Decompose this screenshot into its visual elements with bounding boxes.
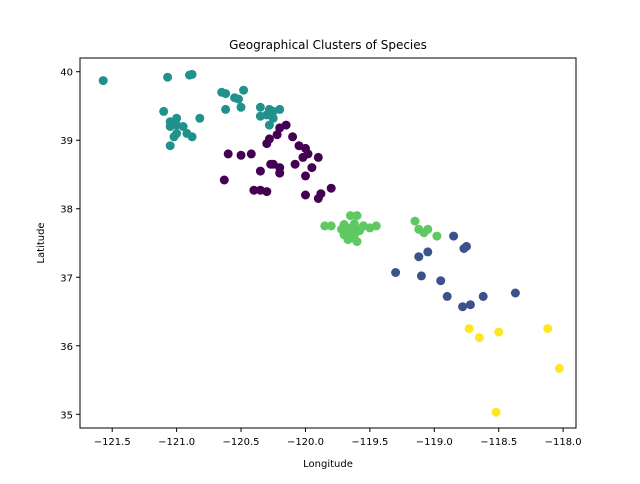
data-point — [365, 223, 375, 233]
data-point — [432, 231, 442, 241]
data-point — [474, 333, 484, 343]
data-point — [165, 122, 175, 131]
data-point — [346, 211, 355, 221]
data-point — [543, 324, 553, 334]
y-tick-label: 40 — [60, 68, 73, 79]
data-point — [419, 228, 429, 238]
x-tick-label: −119.5 — [351, 437, 388, 448]
x-tick-label: −118.5 — [480, 437, 517, 448]
y-axis-label: Latitude — [36, 222, 47, 263]
data-point — [246, 149, 256, 159]
y-tick-label: 37 — [60, 273, 73, 284]
data-point — [236, 102, 246, 112]
data-point — [255, 102, 265, 112]
data-point — [465, 300, 475, 310]
data-point — [478, 291, 488, 301]
data-point — [510, 288, 520, 298]
data-point — [416, 271, 426, 281]
data-point — [223, 149, 233, 159]
data-point — [414, 252, 424, 262]
data-point — [352, 211, 362, 221]
x-tick-label: −119.0 — [416, 437, 453, 448]
y-axis: 35 36 37 38 39 40 — [60, 68, 80, 421]
data-point — [301, 171, 310, 181]
data-point — [195, 113, 205, 123]
data-point — [449, 231, 459, 241]
data-point — [355, 226, 365, 236]
data-point — [221, 89, 231, 99]
data-point — [165, 141, 175, 151]
y-tick-label: 36 — [60, 342, 73, 353]
data-point — [255, 166, 265, 176]
data-point — [239, 85, 249, 95]
data-point — [410, 216, 420, 226]
data-point — [236, 150, 246, 160]
data-point — [391, 268, 401, 277]
data-point — [301, 190, 310, 200]
data-point — [313, 194, 323, 203]
data-point — [307, 163, 317, 173]
data-point — [255, 111, 265, 121]
data-point — [459, 244, 469, 253]
data-point — [298, 152, 308, 162]
data-point — [352, 237, 362, 247]
data-point — [219, 175, 229, 185]
data-point — [221, 104, 231, 114]
y-tick-label: 35 — [60, 410, 73, 421]
data-point — [249, 185, 259, 195]
x-tick-label: −118.0 — [545, 437, 582, 448]
data-point — [234, 94, 243, 104]
data-point — [264, 120, 274, 130]
x-tick-label: −121.0 — [158, 437, 195, 448]
x-tick-label: −121.5 — [94, 437, 131, 448]
data-point — [313, 152, 323, 162]
data-point — [423, 247, 433, 257]
plot-area — [80, 58, 576, 428]
data-point — [494, 327, 504, 337]
data-point — [169, 132, 179, 142]
points-layer — [98, 69, 564, 417]
data-point — [159, 106, 169, 116]
chart-title: Geographical Clusters of Species — [229, 38, 427, 52]
data-point — [268, 159, 278, 169]
data-point — [554, 363, 564, 373]
x-axis: −121.5 −121.0 −120.5 −120.0 −119.5 −119.0 −118… — [94, 428, 582, 448]
data-point — [275, 168, 285, 178]
data-point — [491, 407, 501, 417]
data-point — [320, 221, 330, 231]
x-axis-label: Longitude — [303, 459, 353, 470]
data-point — [178, 122, 188, 131]
data-point — [98, 76, 108, 86]
y-tick-label: 39 — [60, 136, 73, 147]
data-point — [343, 235, 353, 245]
data-point — [288, 132, 298, 142]
data-point — [464, 324, 474, 334]
data-point — [163, 72, 173, 82]
plot-frame — [79, 57, 577, 429]
data-point — [264, 134, 274, 144]
data-point — [458, 302, 468, 312]
data-point — [326, 183, 336, 193]
data-point — [326, 221, 336, 231]
x-tick-label: −120.0 — [287, 437, 324, 448]
data-point — [262, 187, 272, 197]
x-tick-label: −120.5 — [223, 437, 260, 448]
data-point — [272, 130, 282, 140]
data-point — [436, 276, 446, 286]
data-point — [442, 291, 452, 301]
y-tick-label: 38 — [60, 205, 73, 216]
data-point — [187, 132, 197, 142]
data-point — [275, 123, 285, 133]
data-point — [187, 69, 197, 79]
data-point — [290, 159, 300, 169]
data-point — [268, 113, 278, 123]
data-point — [349, 219, 359, 229]
